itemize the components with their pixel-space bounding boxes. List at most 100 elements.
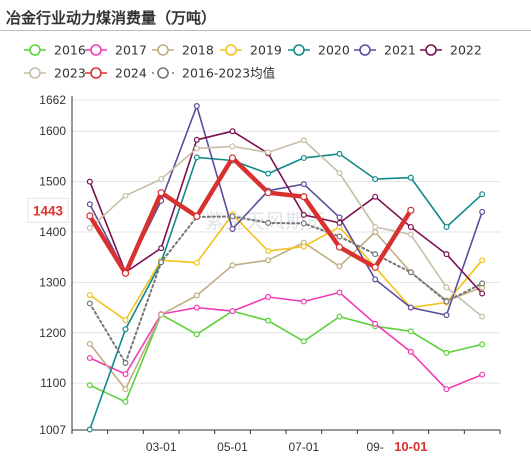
legend-swatch-marker (359, 44, 371, 56)
data-point (407, 231, 414, 238)
chart-title: 冶金行业动力煤消费量（万吨） (6, 9, 217, 27)
data-point (86, 382, 93, 389)
x-tick-label: 05-01 (217, 440, 248, 454)
legend-label: 2019 (250, 43, 282, 58)
legend-item-2016[interactable]: 2016 (24, 43, 86, 58)
y-tick-label: 1662 (39, 93, 66, 107)
data-point (300, 298, 307, 305)
data-point (479, 257, 486, 264)
data-point (300, 193, 308, 201)
data-point (372, 229, 379, 236)
data-point (336, 233, 343, 240)
data-point (158, 176, 165, 183)
data-point (443, 298, 450, 305)
data-point (193, 145, 200, 152)
callout-value: 1443 (33, 203, 64, 218)
data-point (300, 220, 307, 227)
legend-swatch-marker (29, 44, 41, 56)
series-line (89, 153, 484, 431)
legend-item-2024[interactable]: 2024 (85, 66, 147, 81)
series-line (89, 139, 484, 318)
legend-item-2016-2023[interactable]: 2016-2023均值 (152, 66, 275, 81)
legend-swatch-marker (425, 44, 437, 56)
title-divider (0, 30, 531, 31)
legend-item-2020[interactable]: 2020 (288, 43, 350, 58)
data-point (336, 313, 343, 320)
x-tick-label: 10-01 (394, 439, 427, 454)
legend-item-2021[interactable]: 2021 (354, 43, 416, 58)
data-point (86, 224, 93, 231)
data-point (193, 103, 200, 110)
data-point (86, 212, 94, 220)
legend-item-2022[interactable]: 2022 (420, 43, 482, 58)
data-point (300, 181, 307, 188)
data-point (372, 251, 379, 258)
callout-box (27, 197, 69, 223)
data-point (407, 269, 414, 276)
legend-label: 2022 (450, 43, 482, 58)
legend-item-2023[interactable]: 2023 (24, 66, 86, 81)
data-point (265, 219, 272, 226)
series-line (89, 213, 484, 322)
data-point (265, 293, 272, 300)
data-point (86, 291, 93, 298)
data-point (443, 349, 450, 356)
data-point (264, 189, 272, 197)
data-point (229, 213, 236, 220)
x-tick-label: 03-01 (146, 440, 177, 454)
data-point (122, 326, 129, 333)
data-point (443, 284, 450, 291)
series-line (87, 155, 414, 276)
grid (72, 99, 500, 384)
data-point (122, 386, 129, 393)
data-point (121, 269, 130, 277)
legend-label: 2016 (54, 43, 86, 58)
legend-item-2019[interactable]: 2019 (220, 43, 282, 58)
data-point (86, 178, 93, 185)
data-point (122, 359, 129, 366)
series-2024 (86, 154, 415, 277)
data-point (372, 223, 379, 230)
legend: 2016 2017 2018 2019 2020 2021 2022 2023 2024 2016… (24, 43, 482, 81)
series-group (86, 103, 486, 433)
legend-label: 2023 (54, 66, 86, 81)
data-point (86, 300, 93, 307)
series-line (89, 130, 484, 295)
data-point (122, 192, 129, 199)
data-point (86, 426, 93, 433)
data-point (158, 311, 165, 318)
data-point (229, 128, 236, 135)
data-point (479, 191, 486, 198)
data-point (193, 259, 200, 266)
data-point (193, 212, 201, 220)
legend-item-2017[interactable]: 2017 (85, 43, 147, 58)
data-point (372, 193, 379, 200)
y-tick-label: 1500 (39, 175, 66, 189)
legend-swatch-marker (225, 44, 237, 56)
data-point (265, 248, 272, 255)
y-tick-label: 1200 (39, 326, 66, 340)
data-point (335, 243, 344, 251)
y-tick-label: 1100 (40, 376, 66, 390)
legend-item-2018[interactable]: 2018 (152, 43, 214, 58)
data-point (372, 276, 379, 283)
series-2023 (86, 137, 486, 320)
x-tick-label: 07-01 (288, 440, 319, 454)
data-point (300, 211, 307, 218)
data-point (193, 331, 200, 338)
legend-label: 2018 (182, 43, 214, 58)
data-point (407, 174, 414, 181)
y-tick-label: 1007 (39, 423, 66, 437)
data-point (372, 320, 379, 327)
data-point (336, 170, 343, 177)
data-point (300, 243, 307, 250)
data-point (122, 317, 129, 324)
data-point (443, 312, 450, 319)
data-point (407, 348, 414, 355)
data-point (407, 223, 414, 230)
data-point (372, 176, 379, 183)
x-tick-label: 09- (366, 440, 383, 454)
legend-label: 2024 (115, 66, 147, 81)
legend-swatch-marker (90, 67, 102, 79)
